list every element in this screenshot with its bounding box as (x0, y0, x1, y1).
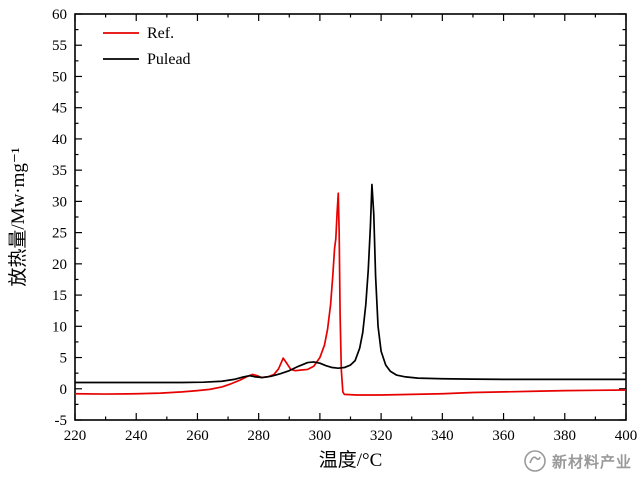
y-tick-label: 25 (52, 226, 67, 242)
y-tick-label: 0 (60, 382, 68, 398)
series-line-pulead (75, 183, 626, 384)
legend-label-1: Ref. (147, 25, 174, 42)
y-tick-label: 5 (60, 351, 68, 367)
y-tick-label: 50 (52, 69, 67, 85)
x-tick-label: 360 (492, 428, 515, 444)
x-tick-label: 240 (125, 428, 148, 444)
y-tick-label: 30 (52, 194, 67, 210)
x-tick-label: 260 (186, 428, 209, 444)
y-tick-label: 10 (52, 319, 67, 335)
x-tick-label: 400 (615, 428, 638, 444)
x-tick-label: 380 (554, 428, 577, 444)
x-tick-label: 300 (309, 428, 332, 444)
x-tick-label: 340 (431, 428, 454, 444)
x-tick-label: 320 (370, 428, 393, 444)
watermark: 新材料产业 (523, 449, 632, 473)
x-tick-label: 280 (247, 428, 270, 444)
y-tick-label: 20 (52, 257, 67, 273)
x-tick-label: 220 (64, 428, 87, 444)
legend-label-2: Pulead (147, 51, 191, 68)
x-axis-title: 温度/°C (319, 449, 383, 471)
y-axis-title: 放热量/Mw·mg⁻¹ (7, 147, 29, 287)
y-tick-label: 40 (52, 132, 67, 148)
axis-ticks (74, 13, 627, 421)
watermark-text: 新材料产业 (551, 454, 632, 471)
watermark-logo-icon (524, 450, 546, 472)
y-tick-label: 15 (52, 288, 67, 304)
y-tick-label: 60 (52, 7, 67, 23)
y-tick-label: 35 (52, 163, 67, 179)
y-tick-label: 45 (52, 101, 67, 117)
y-tick-label: -5 (55, 413, 68, 429)
y-tick-label: 55 (52, 38, 67, 54)
legend (103, 32, 139, 60)
